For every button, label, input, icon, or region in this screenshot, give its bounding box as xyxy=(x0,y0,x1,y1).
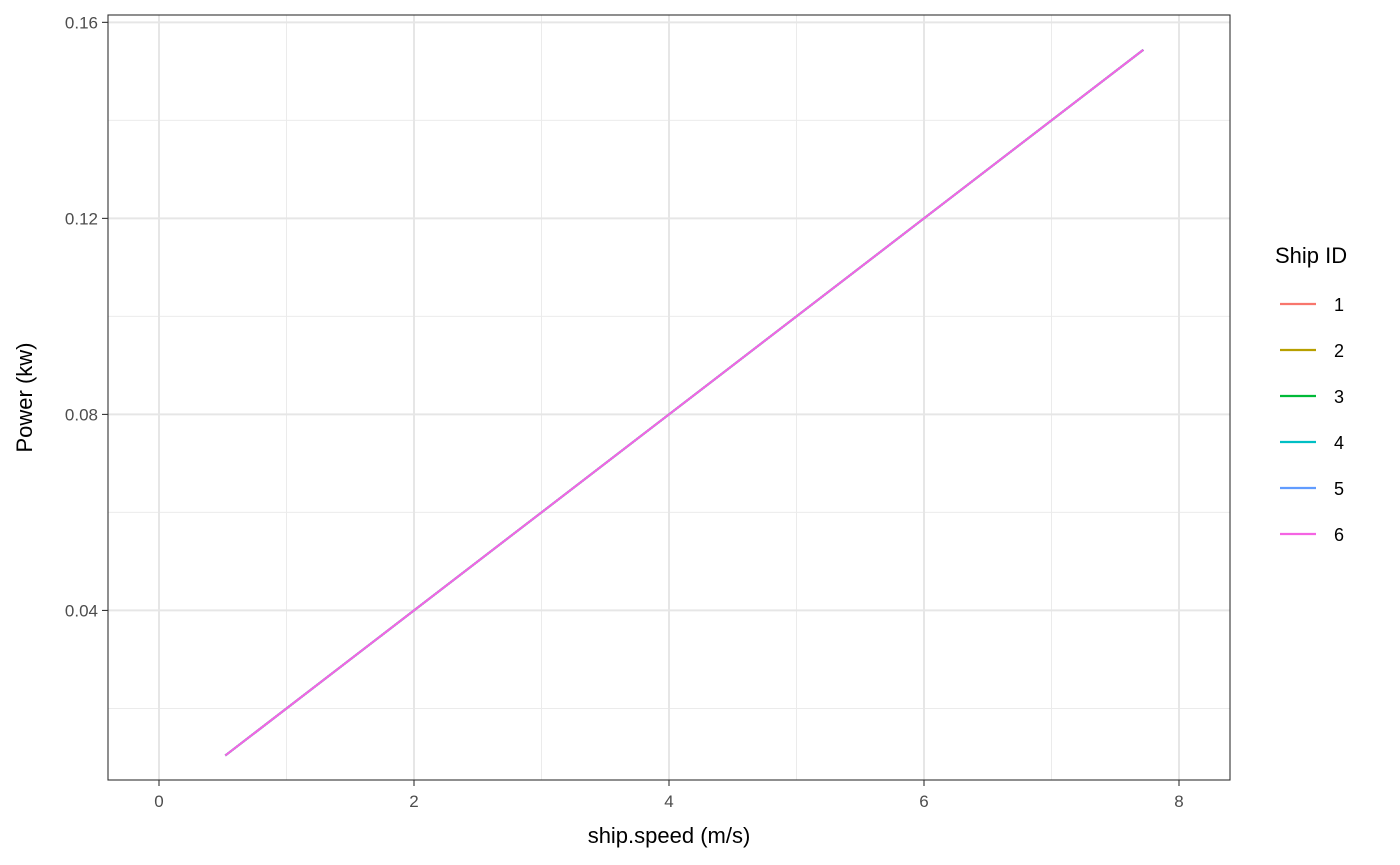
legend-label-2: 2 xyxy=(1334,341,1344,361)
x-tick-label: 2 xyxy=(409,792,418,811)
x-tick-label: 0 xyxy=(154,792,163,811)
legend-label-6: 6 xyxy=(1334,525,1344,545)
y-tick-label: 0.04 xyxy=(65,601,98,620)
legend: Ship ID 1 2 3 4 5 6 xyxy=(1275,243,1347,545)
y-tick-label: 0.08 xyxy=(65,405,98,424)
x-tick-label: 8 xyxy=(1174,792,1183,811)
x-axis-title: ship.speed (m/s) xyxy=(588,823,751,848)
x-tick-label: 4 xyxy=(664,792,673,811)
legend-label-1: 1 xyxy=(1334,295,1344,315)
legend-title: Ship ID xyxy=(1275,243,1347,268)
legend-items: 1 2 3 4 5 6 xyxy=(1280,295,1344,545)
x-axis-ticks: 0 2 4 6 8 xyxy=(154,780,1184,811)
y-axis-title: Power (kw) xyxy=(12,342,37,452)
major-gridlines xyxy=(108,15,1230,780)
y-tick-label: 0.16 xyxy=(65,13,98,32)
series-line-6 xyxy=(224,49,1144,757)
legend-label-3: 3 xyxy=(1334,387,1344,407)
x-tick-label: 6 xyxy=(919,792,928,811)
y-axis-ticks: 0.04 0.08 0.12 0.16 xyxy=(65,13,108,620)
y-tick-label: 0.12 xyxy=(65,209,98,228)
legend-label-5: 5 xyxy=(1334,479,1344,499)
legend-label-4: 4 xyxy=(1334,433,1344,453)
series-lines xyxy=(224,49,1144,757)
